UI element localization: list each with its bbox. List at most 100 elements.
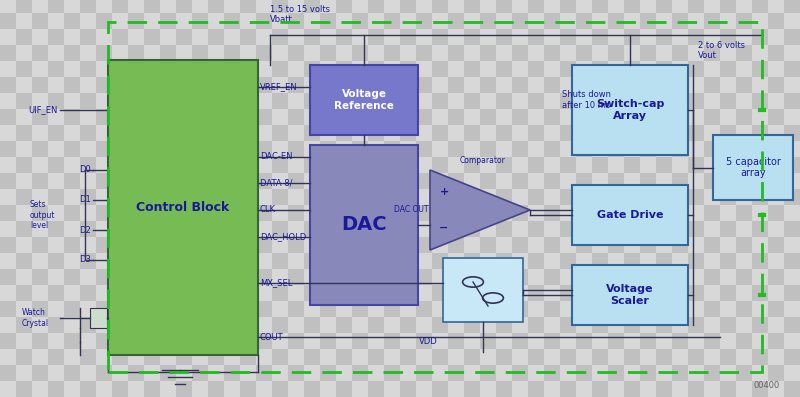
Bar <box>592 0 608 13</box>
Bar <box>336 269 352 285</box>
Bar <box>304 237 320 253</box>
Bar <box>80 109 96 125</box>
Bar <box>528 157 544 173</box>
Bar <box>608 365 624 381</box>
Bar <box>720 285 736 301</box>
Bar <box>144 93 160 109</box>
Bar <box>448 189 464 205</box>
Bar <box>224 301 240 317</box>
Text: Sets
output
level: Sets output level <box>30 200 55 230</box>
Bar <box>672 365 688 381</box>
Bar <box>160 141 176 157</box>
Bar <box>496 189 512 205</box>
Bar <box>304 221 320 237</box>
Bar <box>480 61 496 77</box>
Bar <box>48 157 64 173</box>
Bar <box>384 269 400 285</box>
Bar <box>144 237 160 253</box>
Bar <box>416 173 432 189</box>
Bar <box>64 365 80 381</box>
Bar <box>368 125 384 141</box>
Bar <box>80 61 96 77</box>
Bar <box>128 381 144 397</box>
Bar <box>192 301 208 317</box>
Bar <box>688 29 704 45</box>
Bar <box>640 253 656 269</box>
Bar <box>768 61 784 77</box>
Bar <box>352 237 368 253</box>
Bar <box>512 45 528 61</box>
Bar <box>304 333 320 349</box>
Bar <box>304 45 320 61</box>
Bar <box>736 93 752 109</box>
Bar <box>240 93 256 109</box>
Bar <box>560 221 576 237</box>
Text: COUT: COUT <box>260 333 284 341</box>
Bar <box>512 29 528 45</box>
Bar <box>32 157 48 173</box>
Bar <box>368 189 384 205</box>
Bar <box>160 253 176 269</box>
Bar <box>256 317 272 333</box>
Bar <box>512 157 528 173</box>
Bar <box>480 285 496 301</box>
Bar <box>656 109 672 125</box>
Bar <box>656 381 672 397</box>
Bar <box>624 301 640 317</box>
Bar <box>720 45 736 61</box>
Bar <box>144 285 160 301</box>
Bar <box>304 13 320 29</box>
Bar <box>704 365 720 381</box>
Bar <box>720 237 736 253</box>
Bar <box>32 237 48 253</box>
Bar <box>160 333 176 349</box>
Bar <box>672 381 688 397</box>
Bar <box>672 109 688 125</box>
Bar <box>688 125 704 141</box>
Bar <box>576 349 592 365</box>
Bar <box>448 269 464 285</box>
Bar <box>320 77 336 93</box>
Bar <box>80 205 96 221</box>
Bar <box>208 157 224 173</box>
Bar <box>144 349 160 365</box>
Bar <box>240 333 256 349</box>
Bar <box>128 157 144 173</box>
Bar <box>64 381 80 397</box>
Bar <box>336 365 352 381</box>
Bar <box>128 221 144 237</box>
Bar <box>784 157 800 173</box>
Bar <box>0 237 16 253</box>
Bar <box>480 125 496 141</box>
Bar <box>416 109 432 125</box>
Bar <box>112 317 128 333</box>
Bar <box>160 29 176 45</box>
Bar <box>624 317 640 333</box>
Text: 00400: 00400 <box>754 381 780 390</box>
Bar <box>32 285 48 301</box>
Bar <box>784 189 800 205</box>
Bar <box>496 221 512 237</box>
Bar <box>0 253 16 269</box>
Bar <box>528 189 544 205</box>
Bar <box>752 237 768 253</box>
Bar <box>208 301 224 317</box>
Bar <box>160 301 176 317</box>
Bar <box>208 253 224 269</box>
Bar <box>608 141 624 157</box>
Bar <box>656 317 672 333</box>
Bar <box>128 237 144 253</box>
Bar <box>640 141 656 157</box>
Bar <box>128 301 144 317</box>
Bar <box>624 365 640 381</box>
Bar <box>464 253 480 269</box>
Bar <box>592 93 608 109</box>
Bar <box>384 333 400 349</box>
Bar <box>16 29 32 45</box>
Bar <box>48 77 64 93</box>
Bar <box>384 365 400 381</box>
Bar <box>784 237 800 253</box>
Bar <box>464 109 480 125</box>
Bar <box>592 285 608 301</box>
Bar <box>752 61 768 77</box>
